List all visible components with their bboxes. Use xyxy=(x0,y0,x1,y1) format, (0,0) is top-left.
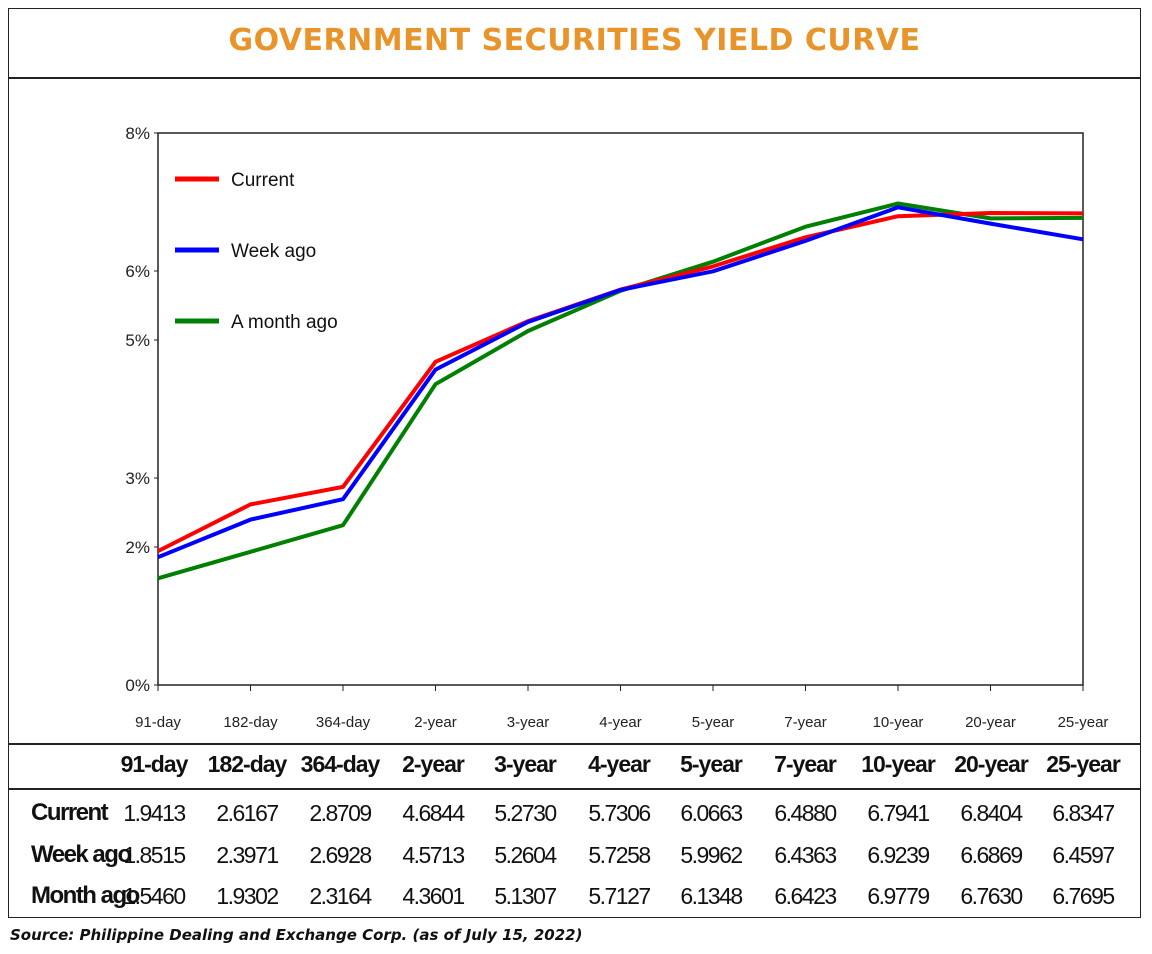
table-row-label: Current xyxy=(31,799,109,826)
table-cell: 4.6844 xyxy=(402,800,465,826)
table-cell: 6.7941 xyxy=(867,800,930,826)
table-cell: 5.2730 xyxy=(494,800,557,826)
table-cell: 5.9962 xyxy=(680,842,743,868)
x-tick-label: 5-year xyxy=(692,714,735,731)
table-cell: 5.2604 xyxy=(494,842,557,868)
y-tick-label: 6% xyxy=(125,262,150,281)
table-cell: 6.6869 xyxy=(960,842,1023,868)
table-cell: 2.3164 xyxy=(309,883,372,909)
x-tick-label: 182-day xyxy=(223,714,278,731)
table-header-divider xyxy=(9,788,1140,790)
source-note: Source: Philippine Dealing and Exchange … xyxy=(10,926,583,944)
table-cell: 2.3971 xyxy=(216,842,279,868)
y-tick-label: 2% xyxy=(125,538,150,557)
table-cell: 6.8404 xyxy=(960,800,1023,826)
table-cell: 6.4597 xyxy=(1052,842,1115,868)
table-cell: 1.9413 xyxy=(123,800,186,826)
table-cell: 6.9239 xyxy=(867,842,930,868)
table-cell: 6.6423 xyxy=(774,883,837,909)
table-cell: 4.3601 xyxy=(402,883,465,909)
table-cell: 5.7127 xyxy=(588,883,651,909)
x-tick-label: 91-day xyxy=(135,714,181,731)
table-column-header: 3-year xyxy=(494,751,557,777)
y-tick-label: 8% xyxy=(125,124,150,143)
plot-area-border xyxy=(157,132,1084,686)
table-column-header: 7-year xyxy=(774,751,837,777)
table-cell: 6.8347 xyxy=(1052,800,1115,826)
x-tick-label: 3-year xyxy=(507,714,550,731)
legend-label-week-ago: Week ago xyxy=(231,241,316,262)
table-cell: 6.4363 xyxy=(774,842,837,868)
table-column-header: 25-year xyxy=(1046,751,1121,777)
table-column-header: 5-year xyxy=(680,751,743,777)
table-cell: 1.9302 xyxy=(216,883,279,909)
x-tick-label: 364-day xyxy=(316,714,371,731)
table-column-header: 10-year xyxy=(861,751,936,777)
x-axis: 91-day 182-day 364-day 2-year 3-year 4-year 5-… xyxy=(135,685,1108,731)
table-column-header: 4-year xyxy=(588,751,651,777)
table-column-header: 91-day xyxy=(120,751,189,777)
table-cell: 5.1307 xyxy=(494,883,557,909)
yield-curve-chart: 0% 2% 3% 5% 6% 8% 91-day 182-day 364-day 2-year 3… xyxy=(125,124,1108,731)
table-cell: 6.1348 xyxy=(680,883,743,909)
table-cell: 6.4880 xyxy=(774,800,837,826)
table-cell: 5.7258 xyxy=(588,842,651,868)
table-cell: 6.7630 xyxy=(960,883,1023,909)
table-top-divider xyxy=(9,743,1140,745)
table-cell: 1.5460 xyxy=(123,883,186,909)
table-row-label: Week ago xyxy=(31,841,132,868)
title-divider xyxy=(9,77,1140,79)
series-line-week-ago xyxy=(157,205,1084,560)
table-cell: 2.6167 xyxy=(216,800,279,826)
legend-label-current: Current xyxy=(231,170,295,191)
x-tick-label: 20-year xyxy=(965,714,1016,731)
y-axis: 0% 2% 3% 5% 6% 8% xyxy=(125,124,158,695)
table-cell: 2.8709 xyxy=(309,800,372,826)
y-tick-label: 3% xyxy=(125,469,150,488)
x-tick-label: 2-year xyxy=(414,714,457,731)
x-tick-label: 4-year xyxy=(599,714,642,731)
x-tick-label: 7-year xyxy=(784,714,827,731)
table-cell: 2.6928 xyxy=(309,842,372,868)
table-column-header: 2-year xyxy=(402,751,465,777)
series-lines xyxy=(157,201,1084,581)
chart-title: GOVERNMENT SECURITIES YIELD CURVE xyxy=(228,23,921,58)
table-row-label: Month ago xyxy=(31,882,140,909)
table-cell: 5.7306 xyxy=(588,800,651,826)
legend-label-month-ago: A month ago xyxy=(231,312,338,333)
table-column-header: 364-day xyxy=(300,751,381,777)
x-tick-label: 10-year xyxy=(873,714,924,731)
table-column-header: 182-day xyxy=(207,751,288,777)
chart-frame: GOVERNMENT SECURITIES YIELD CURVE 0% 2% 3%… xyxy=(8,8,1141,918)
table-cell: 6.7695 xyxy=(1052,883,1115,909)
legend: Current Week ago A month ago xyxy=(175,170,338,333)
table-cell: 1.8515 xyxy=(123,842,186,868)
table-column-header: 20-year xyxy=(954,751,1029,777)
y-tick-label: 0% xyxy=(125,676,150,695)
y-tick-label: 5% xyxy=(125,331,150,350)
table-cell: 6.0663 xyxy=(680,800,743,826)
table-cell: 6.9779 xyxy=(867,883,930,909)
table-cell: 4.5713 xyxy=(402,842,465,868)
x-tick-label: 25-year xyxy=(1058,714,1109,731)
